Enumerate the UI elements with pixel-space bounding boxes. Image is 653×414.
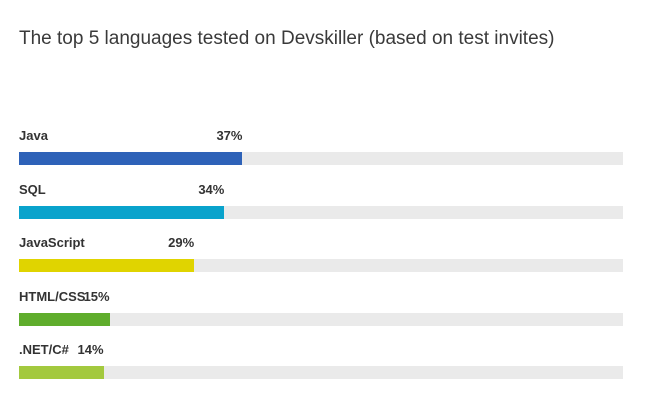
bar-value-label: 29%	[168, 235, 195, 250]
bar-label: .NET/C#	[19, 342, 69, 357]
bar-fill	[19, 259, 195, 272]
bar-label: HTML/CSS	[19, 288, 86, 304]
bar-track	[19, 152, 623, 165]
bar-fill	[19, 366, 104, 379]
bar-row: .NET/C# 14%	[19, 342, 623, 396]
bar-track	[19, 205, 623, 219]
bar-track	[19, 312, 623, 326]
bar-rows: Java 37% SQL 34% JavaScript 29% HTML/CSS 15% .NE…	[19, 128, 623, 396]
bar-track	[19, 259, 623, 272]
bar-label: JavaScript	[19, 235, 85, 250]
chart-title: The top 5 languages tested on Devskiller…	[19, 28, 555, 49]
bar-value-label: 15%	[83, 288, 110, 304]
bar-row: SQL 34%	[19, 182, 623, 236]
bar-row: JavaScript 29%	[19, 235, 623, 289]
bar-track	[19, 366, 623, 379]
bar-label: Java	[19, 128, 48, 143]
bar-fill	[19, 312, 110, 326]
bar-row: Java 37%	[19, 128, 623, 182]
bar-fill	[19, 152, 243, 165]
bar-value-label: 14%	[77, 342, 104, 357]
bar-label: SQL	[19, 181, 46, 197]
bar-value-label: 37%	[216, 128, 243, 143]
bar-value-label: 34%	[198, 181, 225, 197]
bar-row: HTML/CSS 15%	[19, 289, 623, 343]
bar-fill	[19, 205, 225, 219]
